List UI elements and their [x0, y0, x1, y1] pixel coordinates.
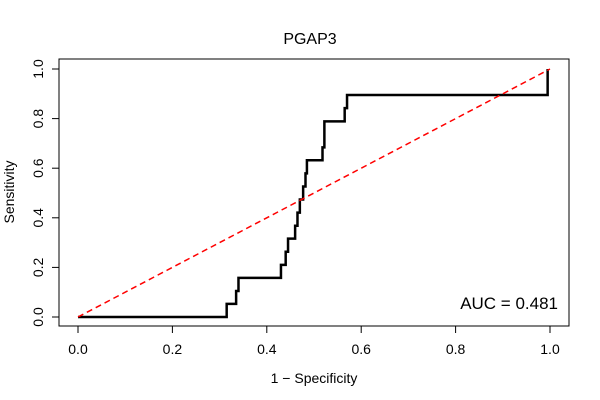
x-axis: 0.0 0.2 0.4 0.6 0.8 1.0 — [68, 325, 560, 357]
y-tick-label: 1.0 — [30, 59, 46, 79]
y-tick-label: 0.0 — [30, 307, 46, 327]
y-axis: 0.0 0.2 0.4 0.6 0.8 1.0 — [30, 59, 60, 327]
x-tick-label: 0.6 — [351, 341, 371, 357]
diagonal-reference-line — [77, 68, 551, 318]
y-tick-label: 0.4 — [30, 208, 46, 228]
y-tick-label: 0.8 — [30, 109, 46, 129]
y-tick-label: 0.2 — [30, 257, 46, 277]
x-tick-label: 1.0 — [540, 341, 560, 357]
x-tick-label: 0.4 — [257, 341, 277, 357]
y-tick-label: 0.6 — [30, 158, 46, 178]
x-tick-label: 0.2 — [163, 341, 183, 357]
series-layer — [77, 68, 551, 319]
x-axis-label: 1 − Specificity — [271, 370, 358, 386]
chart-title: PGAP3 — [283, 31, 336, 48]
roc-curve-line — [78, 69, 549, 319]
x-tick-label: 0.8 — [446, 341, 466, 357]
y-axis-label: Sensitivity — [1, 160, 17, 223]
x-tick-label: 0.0 — [68, 341, 88, 357]
auc-annotation: AUC = 0.481 — [460, 294, 558, 313]
